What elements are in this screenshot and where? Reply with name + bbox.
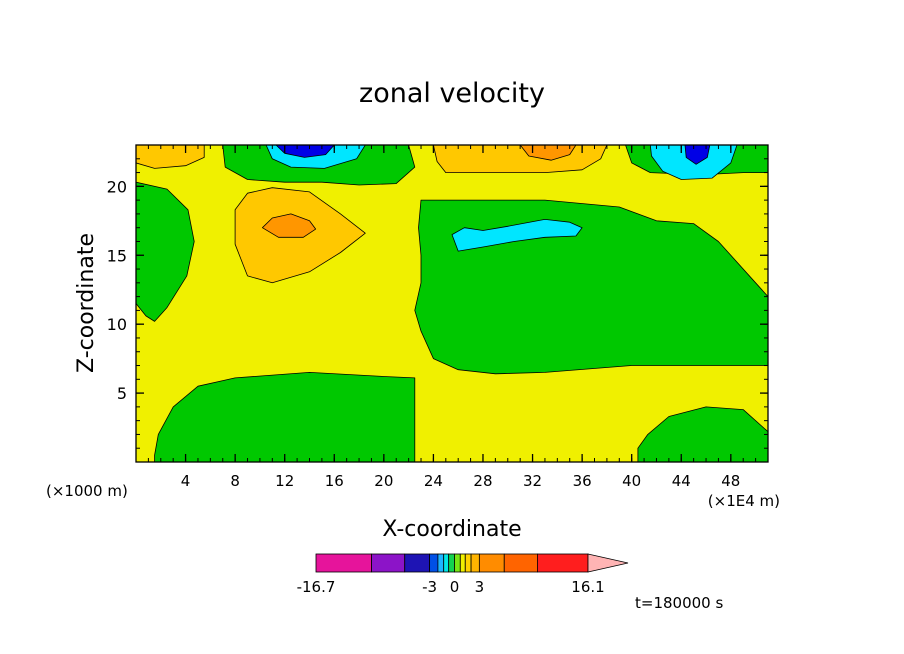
x-axis-label: X-coordinate xyxy=(382,517,521,542)
colorbar-segment xyxy=(459,553,466,573)
colorbar-segment xyxy=(454,553,461,573)
x-tick-label: 40 xyxy=(622,472,641,490)
x-scale-label: (×1E4 m) xyxy=(708,492,780,510)
contour-region xyxy=(136,181,195,322)
x-tick-label: 36 xyxy=(573,472,592,490)
x-axis: 4 8 12 16 20 24 28 32 36 40 44 48 xyxy=(147,145,757,490)
y-tick-label: 5 xyxy=(117,384,127,403)
plot-frame xyxy=(135,144,769,463)
colorbar-segment xyxy=(437,553,445,573)
x-tick-label: 32 xyxy=(523,472,542,490)
colorbar-extend-arrow xyxy=(587,553,629,573)
x-tick-label: 16 xyxy=(325,472,344,490)
contour-field xyxy=(136,145,768,462)
x-tick-label: 8 xyxy=(230,472,240,490)
colorbar-segment xyxy=(371,553,406,573)
colorbar-tick-label: -3 xyxy=(422,578,437,596)
contour-region xyxy=(451,218,583,252)
colorbar-segment xyxy=(429,553,439,573)
colorbar-tick-label: 0 xyxy=(450,578,460,596)
x-tick-label: 48 xyxy=(721,472,740,490)
colorbar-segment xyxy=(448,553,455,573)
colorbar-labels: -16.7 -3 0 3 16.1 xyxy=(297,578,605,596)
colorbar xyxy=(315,553,629,573)
colorbar-segment xyxy=(404,553,431,573)
contour-region xyxy=(154,371,416,462)
colorbar-segment xyxy=(503,553,538,573)
y-tick-label: 20 xyxy=(107,177,127,196)
x-tick-label: 12 xyxy=(275,472,294,490)
x-tick-label: 28 xyxy=(473,472,492,490)
contour-region xyxy=(637,406,768,462)
contour-region xyxy=(275,145,335,158)
x-tick-label: 24 xyxy=(424,472,443,490)
time-label: t=180000 s xyxy=(635,594,723,612)
y-tick-label: 10 xyxy=(107,315,127,334)
colorbar-segment xyxy=(315,553,372,573)
colorbar-segment xyxy=(464,553,472,573)
x-tick-label: 20 xyxy=(374,472,393,490)
y-tick-label: 15 xyxy=(107,246,127,265)
contour-region xyxy=(136,145,205,169)
colorbar-tick-label: 16.1 xyxy=(571,578,604,596)
contour-region xyxy=(684,145,711,165)
colorbar-segment xyxy=(470,553,480,573)
y-axis: 5 10 15 20 xyxy=(107,158,768,449)
chart-title: zonal velocity xyxy=(359,78,545,109)
colorbar-segment xyxy=(443,553,450,573)
x-tick-label: 4 xyxy=(181,472,191,490)
contour-region xyxy=(432,145,608,174)
contour-region xyxy=(519,145,577,161)
colorbar-segment xyxy=(537,553,589,573)
colorbar-tick-label: -16.7 xyxy=(297,578,336,596)
y-scale-label: (×1000 m) xyxy=(46,482,128,500)
contour-region xyxy=(261,213,317,238)
colorbar-tick-label: 3 xyxy=(475,578,485,596)
x-tick-label: 44 xyxy=(672,472,691,490)
colorbar-segment xyxy=(478,553,505,573)
y-axis-label: Z-coordinate xyxy=(74,233,99,373)
